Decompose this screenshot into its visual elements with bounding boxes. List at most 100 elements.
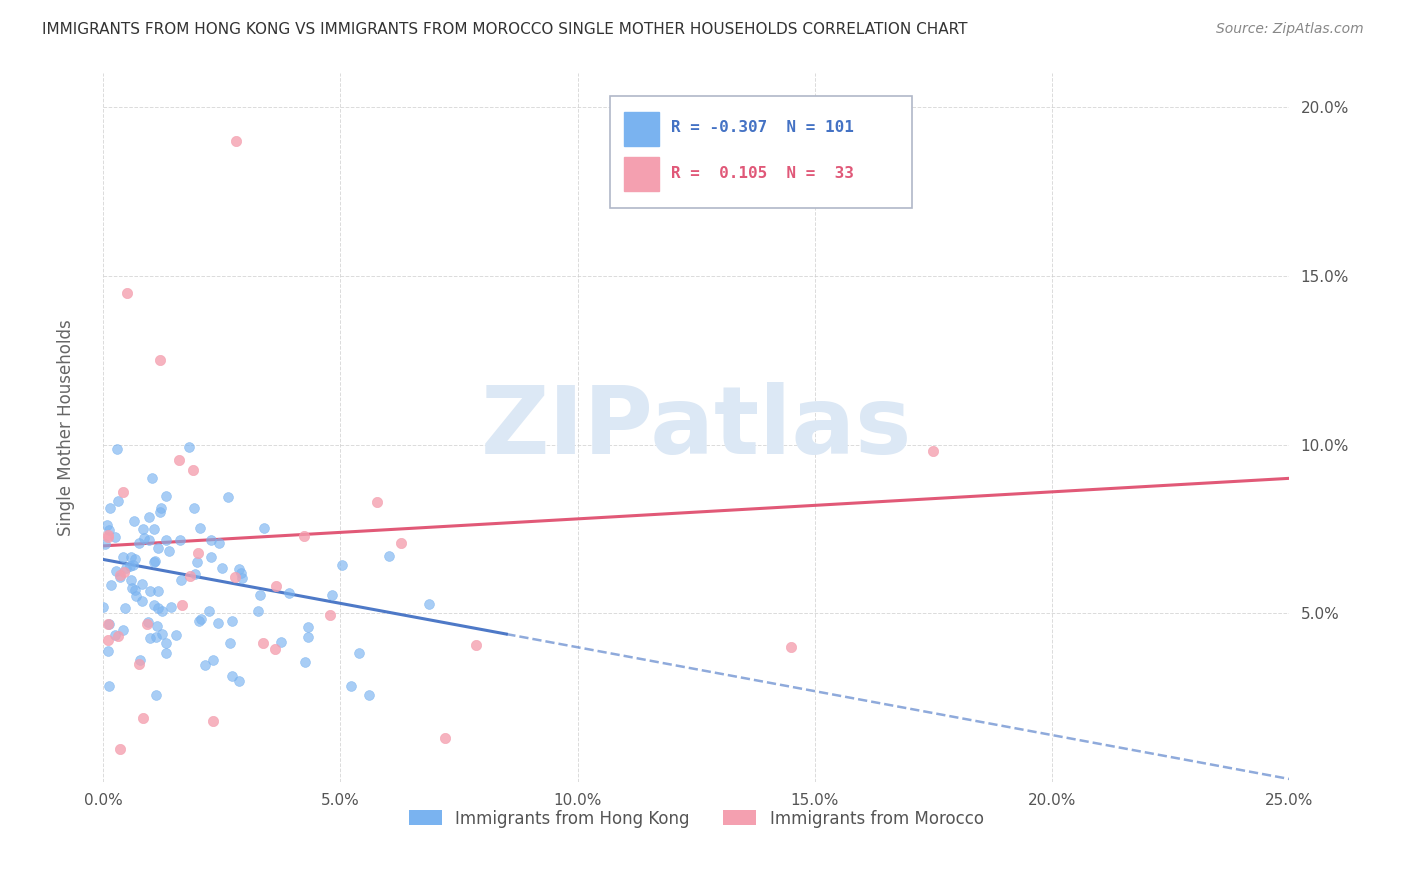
- Point: [186, 555, 208, 569]
- Point: [228, 674, 250, 689]
- Point: [146, 583, 169, 598]
- Point: [143, 522, 166, 536]
- Point: [339, 679, 361, 693]
- Point: [115, 285, 138, 300]
- Point: [146, 619, 169, 633]
- Point: [108, 568, 131, 582]
- Point: [124, 582, 146, 597]
- Point: [366, 495, 388, 509]
- Point: [418, 597, 440, 611]
- Point: [97, 616, 120, 631]
- Point: [115, 561, 138, 575]
- Point: [138, 509, 160, 524]
- Point: [201, 653, 224, 667]
- Point: [121, 581, 143, 595]
- Point: [330, 558, 353, 572]
- Point: [124, 551, 146, 566]
- Point: [118, 559, 141, 574]
- Point: [150, 605, 173, 619]
- Point: [207, 615, 229, 630]
- Point: [142, 598, 165, 612]
- Point: [780, 640, 803, 655]
- Point: [97, 527, 120, 541]
- Point: [143, 555, 166, 569]
- Point: [183, 463, 205, 477]
- Point: [155, 646, 177, 660]
- Point: [107, 494, 129, 508]
- Point: [231, 571, 253, 585]
- Point: [194, 657, 217, 672]
- Point: [465, 638, 488, 652]
- Point: [294, 655, 316, 669]
- Point: [263, 642, 285, 657]
- Point: [202, 714, 225, 729]
- Point: [139, 631, 162, 645]
- Point: [297, 620, 319, 634]
- Point: [105, 442, 128, 456]
- Point: [357, 688, 380, 702]
- Point: [270, 635, 292, 649]
- Point: [107, 629, 129, 643]
- Point: [170, 574, 193, 588]
- Point: [111, 549, 134, 564]
- Point: [224, 570, 246, 584]
- Point: [249, 588, 271, 602]
- Point: [128, 657, 150, 671]
- Point: [120, 549, 142, 564]
- Point: [179, 568, 201, 582]
- Point: [160, 599, 183, 614]
- Point: [129, 652, 152, 666]
- Point: [221, 669, 243, 683]
- Point: [170, 599, 193, 613]
- Y-axis label: Single Mother Households: Single Mother Households: [58, 319, 75, 536]
- Point: [297, 631, 319, 645]
- Point: [125, 589, 148, 603]
- Point: [91, 600, 114, 615]
- Text: ZIPatlas: ZIPatlas: [481, 382, 912, 474]
- Point: [434, 731, 457, 745]
- Legend: Immigrants from Hong Kong, Immigrants from Morocco: Immigrants from Hong Kong, Immigrants fr…: [402, 803, 990, 834]
- Point: [184, 566, 207, 581]
- Point: [165, 628, 187, 642]
- Point: [148, 600, 170, 615]
- Point: [97, 632, 120, 647]
- Point: [183, 501, 205, 516]
- Point: [229, 566, 252, 581]
- Point: [247, 604, 270, 618]
- Point: [221, 614, 243, 628]
- Point: [217, 490, 239, 504]
- Point: [104, 628, 127, 642]
- Point: [112, 565, 135, 579]
- Point: [150, 626, 173, 640]
- Point: [378, 549, 401, 563]
- Point: [169, 533, 191, 548]
- Point: [922, 444, 945, 458]
- Point: [319, 607, 342, 622]
- Point: [200, 533, 222, 547]
- Point: [253, 521, 276, 535]
- Point: [128, 536, 150, 550]
- Point: [97, 616, 120, 631]
- Point: [131, 711, 153, 725]
- Point: [211, 561, 233, 575]
- Point: [157, 543, 180, 558]
- Point: [97, 530, 120, 544]
- Point: [131, 594, 153, 608]
- Point: [132, 531, 155, 545]
- Point: [112, 623, 135, 637]
- Point: [100, 578, 122, 592]
- Point: [149, 505, 172, 519]
- Point: [145, 554, 167, 568]
- Point: [122, 558, 145, 573]
- Point: [98, 679, 121, 693]
- Point: [104, 564, 127, 578]
- Point: [124, 514, 146, 528]
- Point: [207, 536, 229, 550]
- Point: [149, 353, 172, 368]
- Point: [187, 614, 209, 628]
- Point: [108, 570, 131, 584]
- Point: [145, 688, 167, 702]
- Point: [104, 530, 127, 544]
- Point: [321, 588, 343, 602]
- Text: Source: ZipAtlas.com: Source: ZipAtlas.com: [1216, 22, 1364, 37]
